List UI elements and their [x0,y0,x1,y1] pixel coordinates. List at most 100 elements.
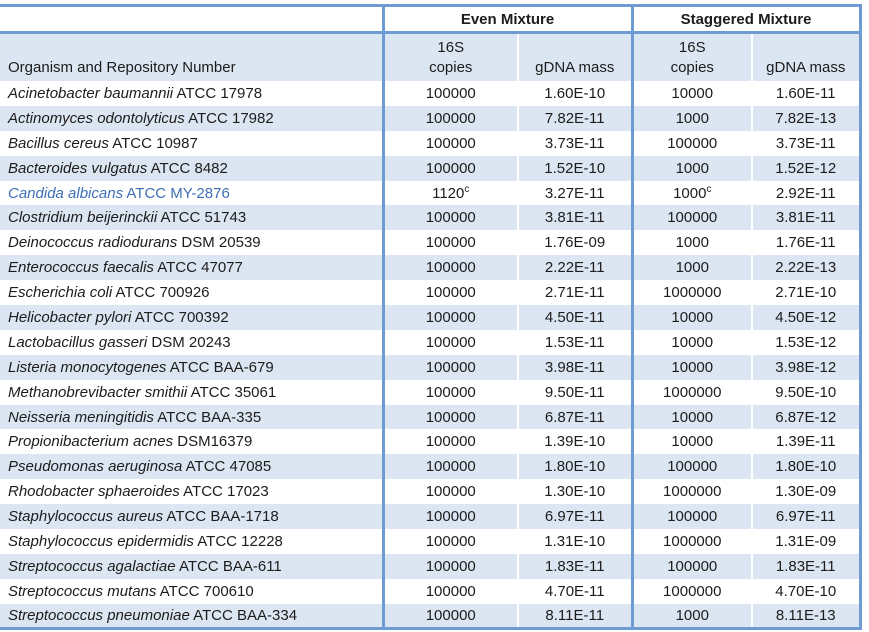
staggered-mass-cell: 8.11E-13 [752,603,862,631]
organism-cell: Lactobacillus gasseri DSM 20243 [0,329,384,355]
copies-header-line2: copies [670,59,714,76]
staggered-copies-cell: 1000 [630,155,753,181]
staggered-copies-cell: 100000 [630,553,753,579]
staggered-mixture-group-header: Staggered Mixture [630,4,862,34]
table-row: Acinetobacter baumannii ATCC 17978 100000… [0,81,862,106]
organism-cell: Acinetobacter baumannii ATCC 17978 [0,81,384,106]
even-copies-cell: 100000 [381,354,519,380]
even-mass-cell: 1.30E-10 [518,479,633,505]
empty-corner-cell [0,4,384,34]
organism-cell: Streptococcus pneumoniae ATCC BAA-334 [0,603,384,631]
staggered-copies-cell: 100000 [630,454,753,480]
staggered-mass-cell: 9.50E-10 [752,379,862,405]
even-mass-cell: 4.70E-11 [518,578,633,604]
organism-cell: Deinococcus radiodurans DSM 20539 [0,230,384,256]
staggered-copies-cell: 100000 [630,504,753,530]
even-copies-cell: 100000 [381,603,519,631]
table-row: Deinococcus radiodurans DSM 20539 100000 1… [0,230,862,256]
even-copies-cell: 100000 [381,81,519,106]
staggered-copies-cell: 1000000 [630,529,753,554]
staggered-copies-cell: 10000 [630,81,753,106]
staggered-mass-cell: 2.92E-11 [752,180,862,206]
staggered-mass-cell: 3.73E-11 [752,130,862,156]
even-copies-cell: 100000 [381,578,519,604]
even-copies-cell: 100000 [381,155,519,181]
staggered-mass-cell: 3.98E-12 [752,354,862,380]
staggered-mass-cell: 1.31E-09 [752,529,862,554]
even-copies-cell: 100000 [381,130,519,156]
even-mass-cell: 1.52E-10 [518,155,633,181]
staggered-mass-cell: 2.22E-13 [752,255,862,281]
table-row: Clostridium beijerinckii ATCC 51743 10000… [0,205,862,231]
even-copies-cell: 100000 [381,280,519,306]
even-copies-cell: 100000 [381,205,519,231]
staggered-mass-cell: 1.76E-11 [752,230,862,256]
table-row: Bacillus cereus ATCC 10987 100000 3.73E-11… [0,130,862,156]
staggered-copies-cell: 1000000 [630,280,753,306]
even-copies-cell: 100000 [381,379,519,405]
staggered-mass-cell: 6.87E-12 [752,404,862,430]
organism-cell: Bacteroides vulgatus ATCC 8482 [0,155,384,181]
copies-header-line1: 16S [678,39,706,56]
staggered-mass-cell: 1.39E-11 [752,429,862,455]
organism-cell: Listeria monocytogenes ATCC BAA-679 [0,354,384,380]
column-header-row: Organism and Repository Number 16S copies… [0,32,862,81]
table-row: Bacteroides vulgatus ATCC 8482 100000 1.52… [0,155,862,181]
table-row: Lactobacillus gasseri DSM 20243 100000 1.5… [0,329,862,355]
even-copies-cell: 100000 [381,454,519,480]
even-mass-cell: 3.81E-11 [518,205,633,231]
organism-cell: Rhodobacter sphaeroides ATCC 17023 [0,479,384,505]
even-mass-cell: 6.87E-11 [518,404,633,430]
staggered-mass-cell: 7.82E-13 [752,105,862,131]
table-row: Escherichia coli ATCC 700926 100000 2.71E-… [0,280,862,306]
table-row: Helicobacter pylori ATCC 700392 100000 4.5… [0,305,862,330]
even-mass-cell: 1.53E-11 [518,329,633,355]
organism-cell: Actinomyces odontolyticus ATCC 17982 [0,105,384,131]
staggered-copies-cell: 100000 [630,130,753,156]
even-copies-cell: 100000 [381,329,519,355]
group-header-row: Even Mixture Staggered Mixture [0,4,862,34]
even-copies-cell: 100000 [381,529,519,554]
staggered-copies-cell: 1000000 [630,578,753,604]
even-gdna-mass-column-header: gDNA mass [518,32,633,81]
table-row: Staphylococcus aureus ATCC BAA-1718 10000… [0,504,862,530]
organism-cell: Methanobrevibacter smithii ATCC 35061 [0,379,384,405]
staggered-mass-cell: 2.71E-10 [752,280,862,306]
organism-cell: Staphylococcus epidermidis ATCC 12228 [0,529,384,554]
table-row: Streptococcus mutans ATCC 700610 100000 4.… [0,578,862,604]
even-mass-cell: 1.83E-11 [518,553,633,579]
even-mass-cell: 3.73E-11 [518,130,633,156]
even-copies-cell: 100000 [381,230,519,256]
organism-cell: Pseudomonas aeruginosa ATCC 47085 [0,454,384,480]
staggered-mass-cell: 6.97E-11 [752,504,862,530]
even-16s-copies-column-header: 16S copies [381,32,519,81]
staggered-mass-cell: 1.30E-09 [752,479,862,505]
organism-cell: Staphylococcus aureus ATCC BAA-1718 [0,504,384,530]
table-row: Propionibacterium acnes DSM16379 100000 1.… [0,429,862,455]
table-row: Actinomyces odontolyticus ATCC 17982 1000… [0,105,862,131]
even-mass-cell: 6.97E-11 [518,504,633,530]
staggered-copies-cell: 1000 [630,255,753,281]
even-mass-cell: 1.60E-10 [518,81,633,106]
table-row: Pseudomonas aeruginosa ATCC 47085 100000 1… [0,454,862,480]
even-mass-cell: 2.71E-11 [518,280,633,306]
staggered-mass-cell: 4.70E-10 [752,578,862,604]
copies-header-line2: copies [429,59,473,76]
staggered-mass-cell: 1.80E-10 [752,454,862,480]
staggered-mass-cell: 1.52E-12 [752,155,862,181]
staggered-mass-cell: 1.60E-11 [752,81,862,106]
staggered-copies-cell: 10000 [630,305,753,330]
table-body: Acinetobacter baumannii ATCC 17978 100000… [0,81,862,631]
even-copies-cell: 1120c [381,180,519,206]
table-row: Streptococcus pneumoniae ATCC BAA-334 100… [0,603,862,631]
organism-column-header: Organism and Repository Number [0,32,384,81]
even-mass-cell: 3.27E-11 [518,180,633,206]
even-copies-cell: 100000 [381,255,519,281]
organism-cell: Neisseria meningitidis ATCC BAA-335 [0,404,384,430]
even-mass-cell: 9.50E-11 [518,379,633,405]
staggered-mass-cell: 3.81E-11 [752,205,862,231]
organism-cell: Propionibacterium acnes DSM16379 [0,429,384,455]
even-mass-cell: 1.39E-10 [518,429,633,455]
even-copies-cell: 100000 [381,105,519,131]
